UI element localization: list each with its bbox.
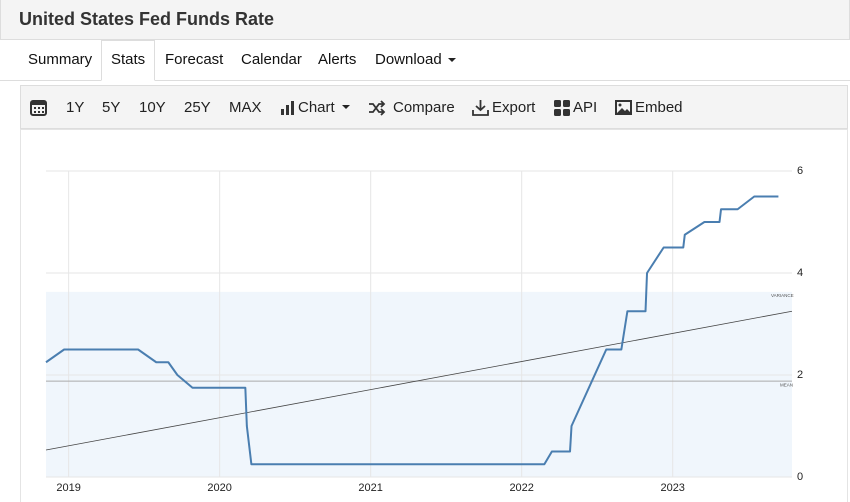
tab[interactable]: Stats bbox=[111, 51, 146, 68]
embed-button[interactable]: Embed bbox=[635, 99, 683, 116]
annotation: MEAN bbox=[780, 382, 793, 387]
range-button[interactable]: 25Y bbox=[184, 99, 211, 116]
export-button[interactable]: Export bbox=[492, 99, 536, 116]
y-tick-label: 0 bbox=[797, 471, 803, 483]
calendar-icon[interactable] bbox=[30, 99, 48, 117]
range-button[interactable]: 10Y bbox=[139, 99, 166, 116]
x-tick-label: 2022 bbox=[509, 482, 533, 494]
compare-icon bbox=[369, 100, 386, 116]
tab-bar bbox=[0, 40, 850, 81]
export-icon bbox=[472, 100, 489, 116]
page-title: United States Fed Funds Rate bbox=[19, 9, 275, 29]
x-tick-label: 2021 bbox=[358, 482, 382, 494]
variance-band bbox=[46, 291, 792, 477]
y-tick-label: 4 bbox=[797, 267, 803, 279]
trend-line bbox=[45, 310, 793, 451]
header-bar bbox=[0, 0, 850, 40]
x-tick-label: 2023 bbox=[660, 482, 684, 494]
caret-icon bbox=[448, 58, 456, 62]
y-tick-label: 6 bbox=[797, 165, 803, 177]
range-button[interactable]: MAX bbox=[229, 99, 262, 116]
api-button[interactable]: API bbox=[573, 99, 598, 116]
annotation: VARIANCE bbox=[771, 293, 794, 298]
embed-icon bbox=[615, 100, 632, 115]
chart-frame bbox=[20, 129, 848, 502]
api-icon bbox=[554, 100, 570, 116]
toolbar bbox=[20, 85, 848, 129]
tab[interactable]: Forecast bbox=[165, 51, 224, 68]
range-button[interactable]: 5Y bbox=[102, 99, 121, 116]
tab[interactable]: Download bbox=[375, 51, 442, 68]
compare-button[interactable]: Compare bbox=[393, 99, 455, 116]
tab[interactable]: Calendar bbox=[241, 51, 302, 68]
chart-button[interactable]: Chart bbox=[298, 99, 335, 116]
caret-icon bbox=[342, 105, 350, 109]
chart-icon bbox=[281, 101, 294, 115]
tab[interactable]: Alerts bbox=[318, 51, 357, 68]
range-button[interactable]: 1Y bbox=[66, 99, 85, 116]
y-tick-label: 2 bbox=[797, 369, 803, 381]
data-line bbox=[45, 195, 779, 466]
chart: 2019 2020 2021 2022 2023 0 2 4 6 VARIANCE MEAN bbox=[45, 165, 803, 494]
x-tick-label: 2020 bbox=[207, 482, 231, 494]
tab[interactable]: Summary bbox=[28, 51, 93, 68]
x-tick-label: 2019 bbox=[56, 482, 80, 494]
active-tab-frame bbox=[101, 40, 155, 81]
